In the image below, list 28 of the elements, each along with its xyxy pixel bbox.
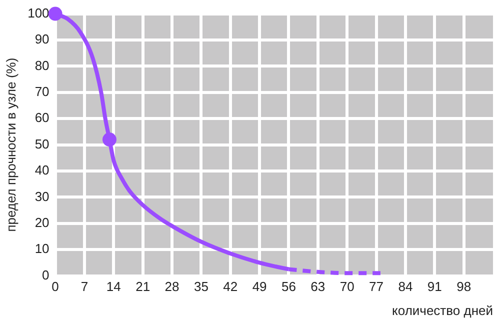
y-tick-label: 90 (34, 32, 50, 47)
y-tick-label: 50 (34, 136, 50, 152)
x-tick-label: 14 (106, 279, 121, 294)
x-tick-label: 77 (369, 279, 384, 294)
x-tick-label: 70 (340, 279, 354, 294)
x-tick-label: 21 (136, 279, 150, 294)
y-axis-title: предел прочности в узле (%) (3, 58, 18, 232)
x-axis-title: количество дней (392, 302, 493, 318)
y-tick-label: 40 (34, 162, 50, 178)
x-tick-label: 49 (252, 279, 267, 294)
y-tick-label: 100 (28, 5, 50, 20)
y-tick-label: 0 (42, 267, 50, 282)
x-tick-label: 35 (194, 279, 208, 294)
y-tick-label: 20 (34, 214, 50, 230)
x-tick-label: 98 (456, 279, 472, 294)
y-tick-label: 10 (34, 241, 50, 256)
x-tick-label: 42 (223, 279, 238, 294)
y-tick-label: 60 (34, 110, 50, 126)
y-tick-label: 30 (34, 188, 50, 204)
x-tick-label: 7 (80, 279, 88, 294)
x-tick-label: 63 (310, 279, 326, 294)
y-tick-label: 80 (34, 58, 50, 73)
x-tick-label: 91 (427, 279, 442, 294)
y-tick-label: 70 (34, 84, 50, 99)
x-tick-label: 84 (398, 279, 413, 294)
x-tick-label: 56 (282, 279, 296, 294)
x-tick-label: 28 (164, 279, 180, 294)
x-tick-label: 0 (52, 279, 59, 294)
